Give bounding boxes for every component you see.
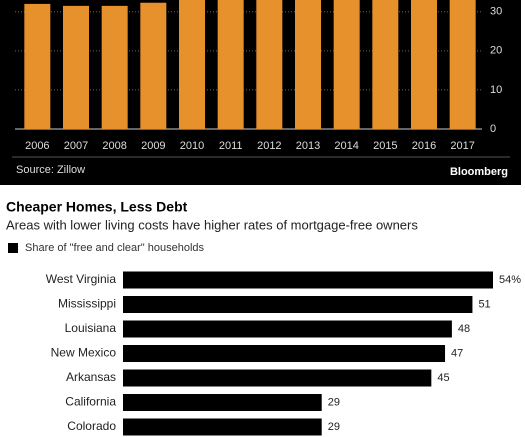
brand: Bloomberg: [450, 166, 508, 178]
bar: [123, 271, 493, 289]
bar: [123, 296, 473, 313]
value-label: 29: [328, 421, 340, 433]
x-tick-label: 2017: [450, 140, 474, 152]
y-tick-label: 10: [490, 84, 502, 96]
y-tick-label: 0: [490, 123, 496, 135]
x-tick-label: 2007: [64, 140, 88, 152]
x-tick-label: 2011: [219, 140, 243, 152]
chart-subtitle: Areas with lower living costs have highe…: [6, 217, 418, 232]
y-tick-label: Louisiana: [65, 321, 117, 335]
y-tick-label: 30: [490, 6, 502, 18]
legend-swatch: [8, 243, 18, 253]
bar: [123, 394, 322, 411]
x-tick-label: 2009: [141, 140, 165, 152]
bar: [123, 320, 452, 338]
value-label: 54%: [499, 274, 521, 286]
y-tick-label: Colorado: [67, 419, 116, 433]
y-tick-label: Arkansas: [66, 370, 116, 384]
bar: [24, 3, 51, 130]
bar: [449, 0, 476, 129]
bar: [333, 0, 360, 129]
bar: [63, 5, 89, 129]
bar: [217, 0, 244, 129]
bar: [179, 0, 205, 129]
y-tick-label: Mississippi: [58, 297, 116, 311]
y-tick-label: 20: [490, 45, 502, 57]
bar: [140, 2, 167, 129]
x-tick-label: 2006: [25, 140, 49, 152]
y-tick-label: California: [65, 395, 116, 409]
bar: [372, 0, 399, 129]
bar: [411, 0, 437, 129]
x-tick-label: 2012: [257, 140, 281, 152]
bar: [123, 369, 432, 387]
x-tick-label: 2016: [412, 140, 436, 152]
x-tick-label: 2015: [373, 140, 397, 152]
x-tick-label: 2014: [334, 140, 358, 152]
x-tick-label: 2010: [180, 140, 204, 152]
y-tick-label: New Mexico: [51, 346, 117, 360]
value-label: 47: [451, 347, 463, 359]
bar: [123, 345, 446, 362]
value-label: 45: [437, 372, 449, 384]
chart-title: Cheaper Homes, Less Debt: [6, 199, 188, 215]
value-label: 48: [458, 323, 470, 335]
x-tick-label: 2013: [296, 140, 320, 152]
bar: [256, 0, 283, 129]
bar: [123, 418, 322, 436]
legend-label: Share of "free and clear" households: [25, 242, 205, 254]
y-tick-label: West Virginia: [46, 272, 117, 286]
value-label: 51: [478, 298, 490, 310]
bar: [101, 5, 128, 129]
x-tick-label: 2008: [102, 140, 126, 152]
source: Source: Zillow: [16, 164, 85, 176]
value-label: 29: [328, 396, 340, 408]
bar: [295, 0, 321, 129]
